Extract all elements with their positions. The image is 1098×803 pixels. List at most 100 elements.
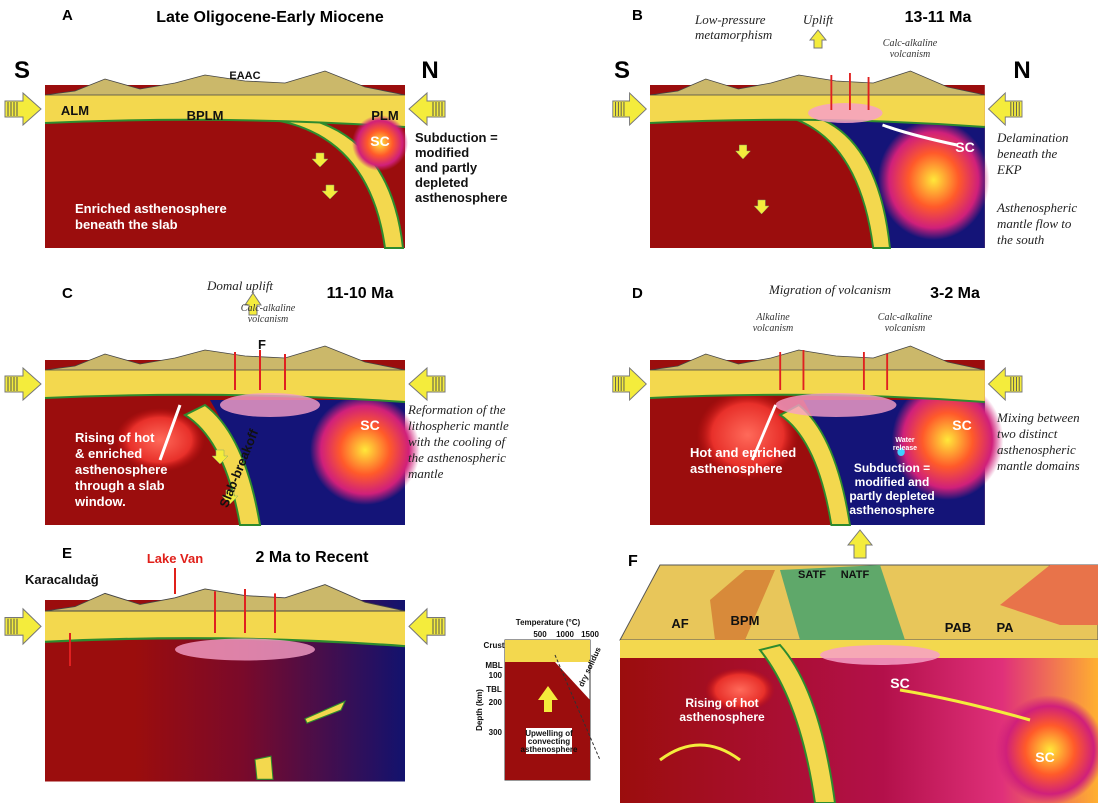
label: PLM	[371, 108, 398, 123]
label: 500	[533, 630, 547, 639]
slab-fragment	[255, 756, 273, 779]
label: mantle	[408, 466, 444, 481]
label: Alkaline	[755, 312, 790, 323]
label: MBL	[485, 661, 502, 670]
label: asthenospheric	[997, 442, 1076, 457]
melt	[175, 639, 315, 661]
label: partly depleted	[849, 489, 934, 503]
label: C	[62, 285, 73, 302]
label: BPLM	[187, 108, 224, 123]
label: 1500	[581, 630, 599, 639]
label: Water	[895, 437, 914, 444]
label: Rising of hot	[685, 696, 758, 710]
label: asthenosphere	[415, 190, 507, 205]
melt	[808, 103, 882, 123]
figure: ALate Oligocene-Early MioceneSNEAACALMBP…	[0, 0, 1098, 803]
label: 200	[489, 698, 503, 707]
uplift-arrow	[810, 30, 826, 48]
label: Delamination	[996, 130, 1069, 145]
label: Karacalıdağ	[25, 572, 99, 587]
label: lithospheric mantle	[408, 418, 509, 433]
label: Crust	[484, 641, 505, 650]
label: SC	[952, 417, 971, 433]
label: 100	[489, 671, 503, 680]
label: Hot and enriched	[690, 445, 796, 460]
label: D	[632, 285, 643, 302]
label: volcanism	[753, 323, 794, 334]
label: Rising of hot	[75, 430, 155, 445]
label: Calc-alkaline	[883, 38, 938, 49]
label: asthenosphere	[521, 745, 578, 754]
label: Subduction =	[854, 461, 930, 475]
label: TBL	[486, 685, 502, 694]
hot-zone	[878, 120, 990, 240]
label: F	[628, 553, 638, 570]
label: 1000	[556, 630, 574, 639]
label: PA	[996, 620, 1014, 635]
label: asthenosphere	[690, 461, 782, 476]
page: Tectonic evolution diagram {"panel_a":{"…	[0, 0, 1098, 803]
label: the south	[997, 232, 1044, 247]
transition-arrow	[848, 530, 872, 558]
label: two distinct	[997, 426, 1058, 441]
label: 3-2 Ma	[930, 285, 980, 302]
label: N	[421, 57, 438, 84]
label: PAB	[945, 620, 971, 635]
label: metamorphism	[695, 27, 772, 42]
label: window.	[74, 494, 126, 509]
label: 13-11 Ma	[905, 9, 972, 26]
label: Asthenospheric	[996, 200, 1077, 215]
hot-zone	[310, 395, 420, 505]
label: Domal uplift	[206, 278, 273, 293]
label: 2 Ma to Recent	[256, 549, 370, 566]
label: asthenosphere	[75, 462, 167, 477]
label: Late Oligocene-Early Miocene	[156, 9, 384, 26]
label: Depth (km)	[475, 689, 484, 731]
label: EKP	[996, 162, 1022, 177]
label: Migration of volcanism	[768, 282, 891, 297]
label: depleted	[415, 175, 469, 190]
label: Mixing between	[996, 410, 1080, 425]
label: release	[893, 445, 917, 452]
label: Temperature (°C)	[516, 618, 581, 627]
label: beneath the slab	[75, 217, 178, 232]
melt	[776, 393, 897, 417]
label: Calc-alkaline	[878, 312, 933, 323]
panel-f	[620, 565, 1098, 803]
label: Calc-alkaline	[241, 303, 296, 314]
label: beneath the	[997, 146, 1058, 161]
label: modified and	[855, 475, 930, 489]
label: volcanism	[890, 49, 931, 60]
label: the asthenospheric	[408, 450, 506, 465]
label: Subduction =	[415, 130, 498, 145]
label: Uplift	[803, 12, 834, 27]
label: S	[614, 57, 630, 84]
label: AF	[671, 616, 688, 631]
label: ALM	[61, 103, 89, 118]
label: Lake Van	[147, 551, 203, 566]
label: 300	[489, 728, 503, 737]
label: SC	[370, 133, 389, 149]
melt	[820, 645, 940, 665]
label: SC	[890, 675, 909, 691]
label: mantle domains	[997, 458, 1080, 473]
label: asthenosphere	[679, 710, 765, 724]
label: Reformation of the	[407, 402, 506, 417]
label: and partly	[415, 160, 478, 175]
label: with the cooling of	[408, 434, 508, 449]
label: & enriched	[75, 446, 142, 461]
inset-graph	[505, 640, 600, 780]
label: mantle flow to	[997, 216, 1072, 231]
body: ALate Oligocene-Early MioceneSNEAACALMBP…	[0, 0, 1098, 803]
label: S	[14, 57, 30, 84]
label: EAAC	[229, 70, 260, 82]
label: F	[258, 337, 266, 352]
section	[5, 346, 445, 402]
panel-e	[5, 585, 445, 782]
label: asthenosphere	[849, 503, 935, 517]
label: SC	[955, 139, 974, 155]
label: SC	[1035, 749, 1054, 765]
label: SC	[360, 417, 379, 433]
label: N	[1013, 57, 1030, 84]
panel-a	[5, 71, 445, 248]
